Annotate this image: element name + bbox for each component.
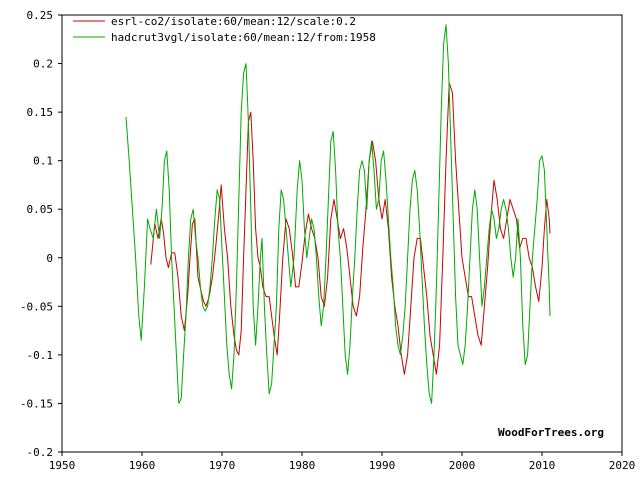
series-line-hadcrut	[125, 24, 551, 404]
watermark-annotation: WoodForTrees.org	[498, 426, 604, 439]
x-tick-label: 2000	[449, 459, 476, 472]
x-tick-label: 2010	[529, 459, 556, 472]
y-tick-label: 0.05	[27, 203, 54, 216]
x-tick-label: 1960	[129, 459, 156, 472]
y-tick-label: -0.05	[20, 300, 53, 313]
y-tick-label: 0.15	[27, 106, 54, 119]
x-tick-label: 1950	[49, 459, 76, 472]
legend-label-co2: esrl-co2/isolate:60/mean:12/scale:0.2	[111, 15, 356, 28]
y-tick-label: 0.2	[33, 58, 53, 71]
y-tick-label: 0.1	[33, 155, 53, 168]
x-axis: 1950 1960 1970 1980 1990 2000 2010 2020	[49, 452, 636, 472]
series-line-co2	[150, 82, 551, 375]
x-tick-label: 1970	[209, 459, 236, 472]
x-tick-label: 1980	[289, 459, 316, 472]
y-tick-label: 0	[46, 252, 53, 265]
legend: esrl-co2/isolate:60/mean:12/scale:0.2 ha…	[73, 15, 376, 44]
legend-label-hadcrut: hadcrut3vgl/isolate:60/mean:12/from:1958	[111, 31, 376, 44]
x-tick-label: 1990	[369, 459, 396, 472]
series-layer	[125, 24, 551, 404]
y-tick-label: 0.25	[27, 9, 54, 22]
y-tick-label: -0.2	[27, 446, 54, 459]
y-tick-label: -0.1	[27, 349, 54, 362]
y-axis: 0.25 0.2 0.15 0.1 0.05 0 -0.05 -0.1 -0.15 -0.2	[20, 9, 62, 459]
x-tick-label: 2020	[609, 459, 636, 472]
y-tick-label: -0.15	[20, 397, 53, 410]
